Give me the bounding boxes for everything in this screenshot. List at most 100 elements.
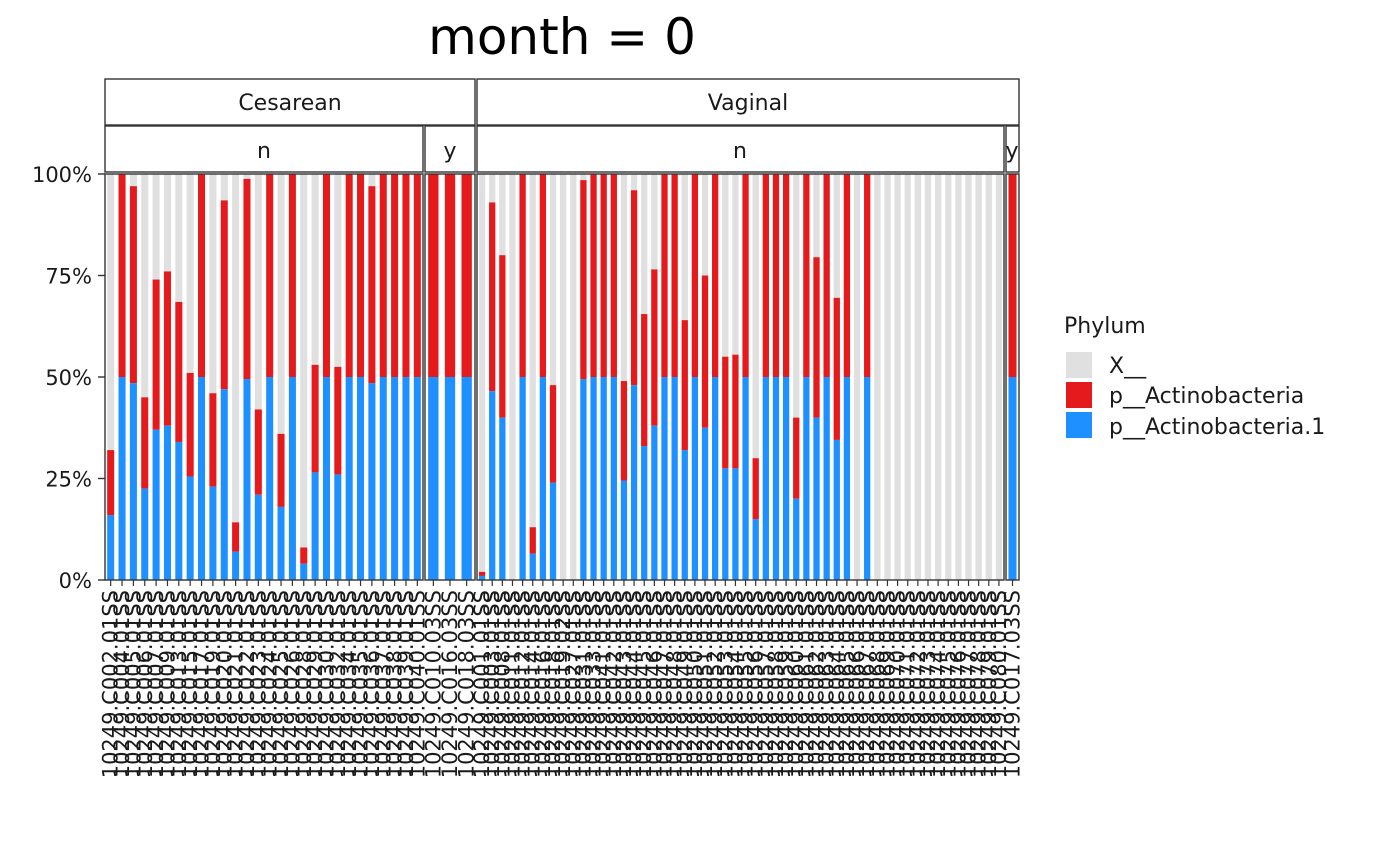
bar-segment-x [580, 174, 587, 181]
bar-segment-actinobacteria-1 [266, 377, 274, 580]
bar-segment-actinobacteria-1 [288, 377, 296, 580]
x-tick-label: 10249.C066.01SS [845, 590, 869, 778]
strip-cesarean-label: Cesarean [238, 91, 341, 116]
bar-segment-actinobacteria-1 [782, 377, 790, 580]
bar-segment-actinobacteria [141, 397, 149, 489]
bar-segment-actinobacteria [413, 174, 421, 377]
bar-segment-actinobacteria [402, 174, 410, 377]
bar-segment-actinobacteria-1 [610, 377, 617, 580]
bar-segment-x [894, 174, 901, 580]
bar-segment-actinobacteria-1 [322, 377, 330, 580]
bar-segment-actinobacteria-1 [529, 553, 536, 580]
bar-segment-x [995, 174, 1003, 580]
x-tick-label: 10249.C005.01SS [121, 590, 145, 778]
y-tick-label: 100% [32, 163, 92, 187]
x-tick-label: 10249.C075.01SS [936, 590, 960, 778]
bar-segment-actinobacteria [539, 174, 547, 377]
bar-segment-actinobacteria [254, 409, 262, 495]
strip-vaginal-n-box [476, 125, 1005, 173]
x-tick-label: 10249.C054.01SS [723, 590, 747, 778]
strip-cesarean-box [104, 78, 476, 126]
bar-segment-actinobacteria-1 [461, 377, 472, 580]
bar-segment-actinobacteria-1 [489, 391, 496, 580]
x-tick-label: 10249.C049.01SS [673, 590, 697, 778]
x-tick-label: 10249.C042.01SS [602, 590, 626, 778]
bar-segment-x [722, 174, 729, 357]
x-tick-label: 10249.C076.01SS [946, 590, 970, 778]
bar-segment-actinobacteria-1 [580, 379, 587, 580]
bar-segment-actinobacteria-1 [413, 377, 421, 580]
x-tick-label: 10249.C029.01SS [303, 590, 327, 778]
x-tick-label: 10249.C068.01SS [865, 590, 889, 778]
y-tick-label: 25% [45, 468, 92, 492]
bar-segment-actinobacteria [220, 200, 228, 390]
bar-segment-x [793, 174, 800, 418]
panel-border [104, 173, 424, 581]
bar-segment-actinobacteria [671, 174, 678, 377]
bar-segment-actinobacteria-1 [118, 377, 126, 580]
bar-segment-actinobacteria [580, 180, 587, 380]
bar-segment-x [478, 174, 486, 572]
bar-segment-actinobacteria-1 [444, 377, 456, 580]
bar-segment-actinobacteria-1 [141, 488, 149, 580]
x-tick-label: 10249.C009.01SS [155, 590, 179, 778]
x-tick-label: 10249.C053.01SS [713, 590, 737, 778]
bar-segment-x [681, 174, 688, 321]
x-tick-label: 10249.C011.01SS [500, 590, 524, 778]
bar-segment-x [874, 174, 881, 580]
x-tick-label: 10249.C010.03SS [421, 590, 445, 778]
bar-segment-actinobacteria [322, 174, 330, 377]
x-tick-label: 10249.C070.01SS [886, 590, 910, 778]
bar-segment-actinobacteria-1 [772, 377, 780, 580]
legend-label-actinobacteria-1: p__Actinobacteria.1 [1109, 415, 1325, 440]
bar-segment-x [107, 174, 115, 451]
bar-segment-x [570, 174, 577, 580]
bar-segment-actinobacteria-1 [712, 377, 719, 580]
bar-segment-actinobacteria-1 [803, 377, 810, 580]
bar-segment-actinobacteria [610, 174, 617, 377]
x-tick-label: 10249.C039.01SS [394, 590, 418, 778]
strip-vaginal-box [476, 78, 1020, 126]
bar-segment-x [529, 174, 536, 528]
legend-key-x [1066, 352, 1092, 378]
x-tick-label: 10249.C021.01SS [224, 590, 248, 778]
strip-vaginal-y-box [1005, 125, 1020, 173]
x-tick-label: 10249.C061.01SS [794, 590, 818, 778]
x-tick-label: 10249.C037.01SS [371, 590, 395, 778]
x-tick-label: 10249.C018.03SS [455, 590, 479, 778]
bar-segment-actinobacteria-1 [843, 377, 851, 580]
bar-segment-x [732, 174, 739, 355]
x-tick-label: 10249.C036.01SS [360, 590, 384, 778]
bar-segment-actinobacteria [1008, 174, 1017, 377]
bar-segment-actinobacteria [620, 381, 628, 481]
bar-segment-actinobacteria-1 [630, 385, 638, 580]
bar-segment-actinobacteria-1 [499, 417, 506, 580]
x-tick-label: 10249.C056.01SS [744, 590, 768, 778]
x-tick-label: 10249.C038.01SS [383, 590, 407, 778]
bar-segment-x [209, 174, 217, 394]
bar-segment-actinobacteria [243, 178, 251, 380]
bar-segment-actinobacteria [600, 174, 607, 377]
bar-segment-actinobacteria-1 [701, 427, 709, 580]
bar-segment-actinobacteria [186, 372, 194, 477]
bar-segment-actinobacteria [722, 356, 729, 469]
bar-segment-actinobacteria [391, 174, 399, 377]
bar-segment-actinobacteria [357, 174, 365, 377]
bar-segment-actinobacteria [833, 297, 840, 440]
x-tick-label: 10249.C007.01SS [144, 590, 168, 778]
x-tick-label: 10249.C002.01SS [99, 590, 123, 778]
bar-segment-x [509, 174, 516, 580]
bar-segment-actinobacteria [499, 255, 506, 418]
x-tick-label: 10249.C020.01SS [212, 590, 236, 778]
bar-segment-actinobacteria [300, 547, 308, 564]
bar-segment-actinobacteria-1 [334, 474, 342, 580]
x-tick-label: 10249.C051.01SS [693, 590, 717, 778]
x-tick-label: 10249.C071.01SS [896, 590, 920, 778]
bar-segment-actinobacteria [641, 314, 648, 447]
bar-segment-x [489, 174, 496, 203]
x-tick-label: 10249.C025.01SS [269, 590, 293, 778]
x-tick-label: 10249.C050.01SS [683, 590, 707, 778]
bar-segment-actinobacteria [129, 186, 137, 384]
x-tick-label: 10249.C062.01SS [805, 590, 829, 778]
bar-segment-x [914, 174, 921, 580]
